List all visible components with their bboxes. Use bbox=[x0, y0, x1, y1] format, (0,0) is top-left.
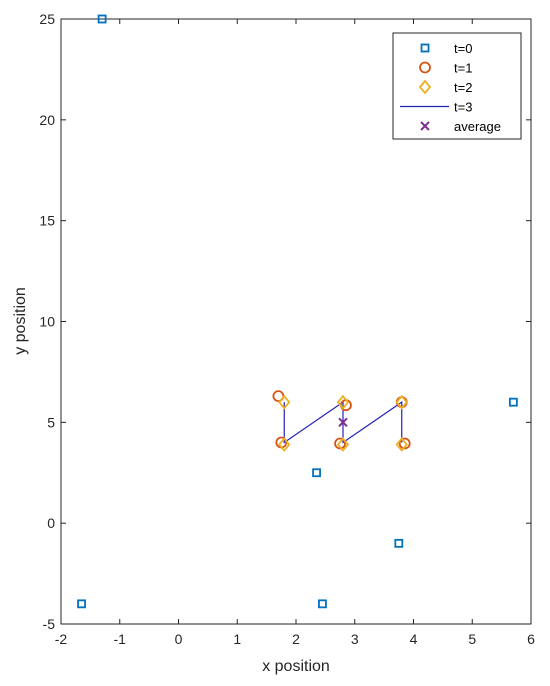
data-point bbox=[334, 437, 346, 450]
data-point bbox=[278, 394, 291, 410]
data-point bbox=[398, 437, 411, 450]
data-point bbox=[336, 437, 350, 452]
y-tick-label: 10 bbox=[39, 314, 55, 330]
legend-item: t=2 bbox=[418, 79, 472, 95]
x-axis: -2 -1 0 1 2 3 4 5 6 bbox=[55, 19, 535, 647]
x-tick-label: 1 bbox=[233, 631, 241, 647]
x-axis-label: x position bbox=[262, 658, 330, 675]
legend-label: t=1 bbox=[454, 61, 472, 76]
y-tick-label: 15 bbox=[39, 213, 55, 229]
legend-swatch bbox=[420, 43, 430, 53]
data-point bbox=[336, 394, 350, 410]
y-tick-label: -5 bbox=[43, 616, 56, 632]
legend-item: t=3 bbox=[400, 100, 472, 115]
legend: t=0 t=1 t=2 t=3 average bbox=[392, 32, 522, 140]
y-axis-label: y position bbox=[12, 287, 29, 355]
series-t=2 bbox=[278, 394, 408, 452]
y-axis: -5 0 5 10 15 20 25 bbox=[39, 11, 531, 632]
legend-label: t=2 bbox=[454, 80, 472, 95]
legend-item: t=0 bbox=[420, 41, 472, 56]
series-average bbox=[338, 417, 348, 428]
x-tick-label: 2 bbox=[292, 631, 300, 647]
y-tick-label: 20 bbox=[39, 112, 55, 128]
legend-item: average bbox=[420, 119, 501, 134]
x-tick-label: 5 bbox=[468, 631, 476, 647]
legend-swatch bbox=[418, 79, 432, 95]
data-point bbox=[318, 599, 327, 609]
legend-label: t=0 bbox=[454, 41, 472, 56]
x-tick-label: -1 bbox=[114, 631, 127, 647]
legend-box bbox=[392, 32, 522, 140]
data-point bbox=[77, 599, 86, 609]
data-point bbox=[395, 437, 408, 452]
legend-item: t=1 bbox=[419, 61, 472, 76]
y-tick-label: 5 bbox=[47, 414, 55, 430]
x-tick-label: 4 bbox=[410, 631, 418, 647]
legend-swatch bbox=[419, 61, 431, 74]
data-point bbox=[278, 437, 291, 452]
x-tick-label: 6 bbox=[527, 631, 535, 647]
y-tick-label: 0 bbox=[47, 515, 55, 531]
data-point bbox=[394, 538, 404, 548]
legend-label: average bbox=[454, 119, 501, 134]
x-tick-label: -2 bbox=[55, 631, 68, 647]
x-tick-label: 3 bbox=[351, 631, 359, 647]
data-point bbox=[395, 394, 408, 410]
data-point bbox=[97, 14, 107, 24]
data-point bbox=[338, 417, 348, 428]
data-series bbox=[77, 14, 518, 609]
y-tick-label: 25 bbox=[39, 11, 55, 27]
x-tick-label: 0 bbox=[175, 631, 183, 647]
legend-swatch bbox=[420, 121, 430, 131]
data-point bbox=[312, 468, 321, 478]
legend-label: t=3 bbox=[454, 100, 472, 115]
data-point bbox=[508, 397, 518, 407]
series-t=0 bbox=[77, 14, 518, 609]
